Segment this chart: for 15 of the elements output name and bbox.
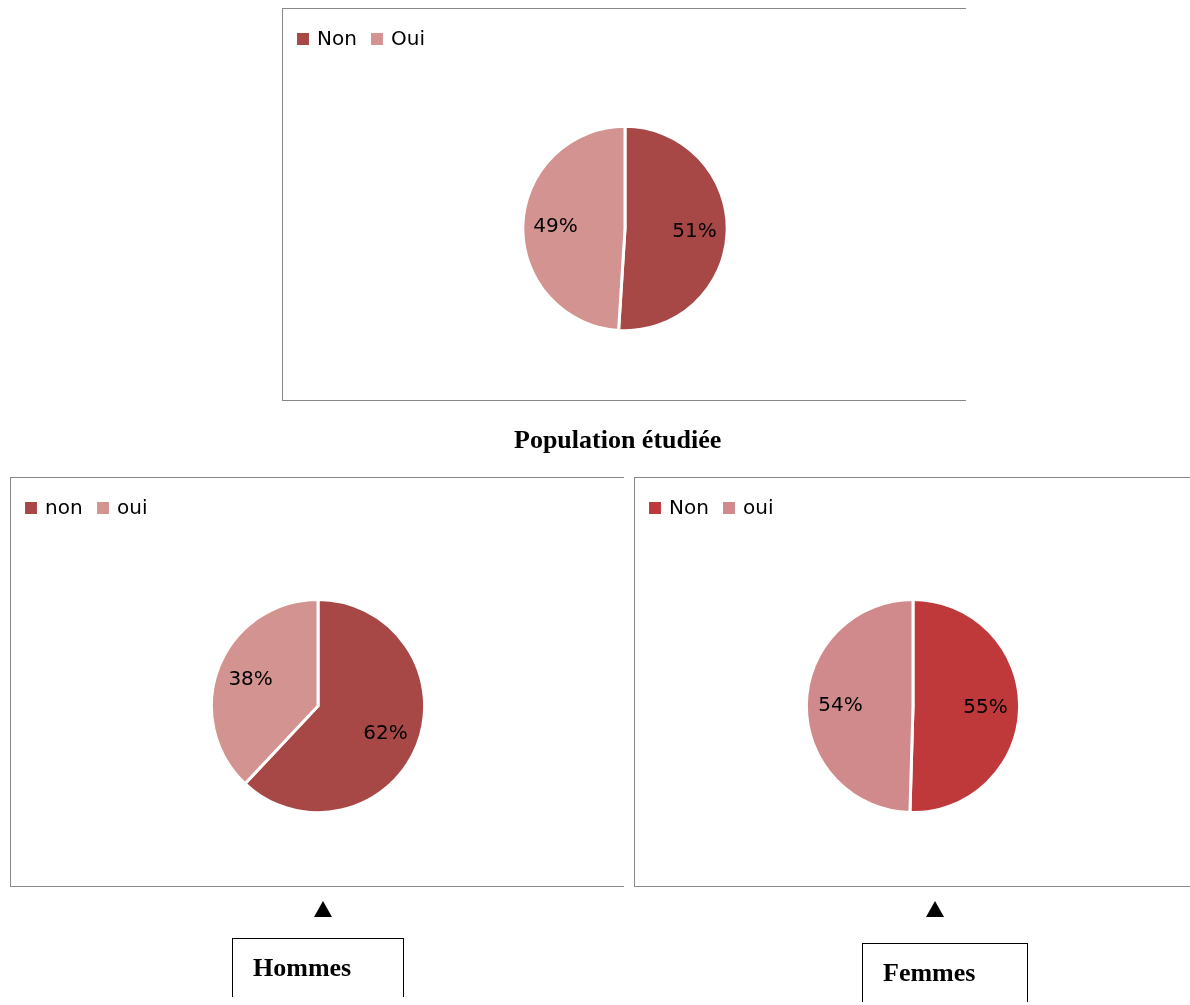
data-label: 54% (818, 691, 863, 716)
legend-label: oui (743, 495, 774, 519)
legend-label: Non (669, 495, 709, 519)
data-label: 38% (228, 666, 273, 691)
legend-label: non (45, 495, 83, 519)
data-label: 62% (363, 719, 408, 744)
legend-label: Non (317, 26, 357, 50)
data-label: 55% (963, 694, 1008, 719)
text: Hommes (232, 938, 404, 997)
data-label: 51% (672, 217, 717, 242)
data-label: 49% (533, 213, 578, 238)
legend-label: Oui (391, 26, 425, 50)
text: Population étudiée (514, 425, 722, 455)
text: Femmes (862, 943, 1028, 1002)
legend-label: oui (117, 495, 148, 519)
